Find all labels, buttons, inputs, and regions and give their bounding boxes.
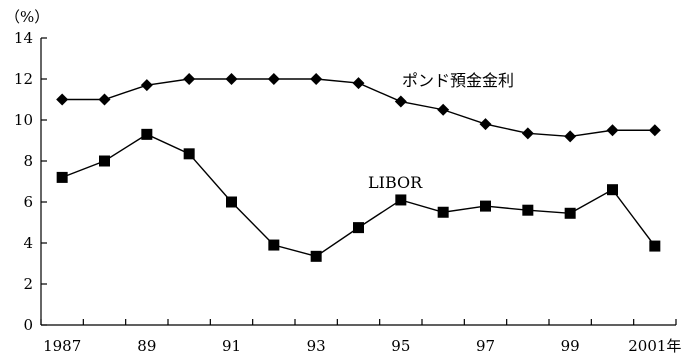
data-point-diamond bbox=[521, 127, 534, 140]
series-label-libor: LIBOR bbox=[368, 173, 423, 192]
data-point-square bbox=[395, 194, 407, 206]
x-tick-label: 1987 bbox=[43, 337, 81, 355]
data-point-square bbox=[480, 200, 491, 212]
data-point-square bbox=[353, 222, 364, 234]
data-point-diamond bbox=[352, 77, 365, 90]
data-point-square bbox=[99, 155, 110, 167]
y-tick-label: 6 bbox=[23, 193, 33, 211]
data-point-square bbox=[268, 239, 280, 251]
data-point-diamond bbox=[437, 103, 450, 116]
x-tick-label: 91 bbox=[222, 337, 241, 355]
x-tick-label: 99 bbox=[561, 337, 580, 355]
data-point-square bbox=[183, 148, 195, 160]
x-tick-label: 93 bbox=[307, 337, 326, 355]
y-tick-label: 10 bbox=[14, 111, 33, 129]
data-point-square bbox=[564, 207, 576, 219]
y-tick-label: 2 bbox=[23, 275, 33, 293]
y-tick-label: 0 bbox=[23, 316, 33, 334]
series-pound-deposit-rate bbox=[56, 73, 661, 143]
x-tick-label: 89 bbox=[137, 337, 156, 355]
y-tick-label: 12 bbox=[14, 70, 33, 88]
data-point-diamond bbox=[267, 73, 280, 85]
data-point-diamond bbox=[648, 124, 661, 137]
data-point-diamond bbox=[564, 130, 577, 143]
data-point-square bbox=[310, 250, 322, 262]
series-group: ポンド預金金利 LIBOR bbox=[56, 71, 661, 262]
data-point-diamond bbox=[183, 73, 196, 85]
data-point-diamond bbox=[479, 118, 492, 131]
series-libor bbox=[56, 128, 661, 262]
series-line bbox=[61, 133, 656, 258]
data-point-diamond bbox=[225, 73, 238, 85]
data-point-diamond bbox=[140, 79, 153, 92]
data-point-square bbox=[437, 206, 449, 218]
data-point-diamond bbox=[606, 124, 619, 137]
data-point-square bbox=[649, 240, 661, 252]
axes: 0 2 4 6 8 10 12 14 1987 89 91 93 95 97 99 2001年 bbox=[14, 29, 682, 355]
data-point-square bbox=[226, 196, 237, 208]
series-label-pound-deposit-rate: ポンド預金金利 bbox=[402, 71, 514, 90]
data-point-diamond bbox=[56, 93, 69, 106]
x-tick-label: 2001年 bbox=[628, 337, 681, 355]
y-tick-label: 8 bbox=[23, 152, 33, 170]
y-tick-label: 4 bbox=[23, 234, 33, 252]
x-tick-label: 97 bbox=[476, 337, 495, 355]
x-tick-label: 95 bbox=[391, 337, 410, 355]
y-tick-label: 14 bbox=[14, 29, 33, 47]
data-point-diamond bbox=[394, 95, 407, 108]
data-point-square bbox=[141, 128, 153, 140]
data-point-diamond bbox=[310, 73, 323, 85]
y-axis-unit-label: （%） bbox=[5, 8, 49, 26]
data-point-square bbox=[522, 204, 534, 216]
data-point-diamond bbox=[98, 93, 111, 106]
data-point-square bbox=[607, 184, 618, 196]
data-point-square bbox=[56, 171, 68, 183]
